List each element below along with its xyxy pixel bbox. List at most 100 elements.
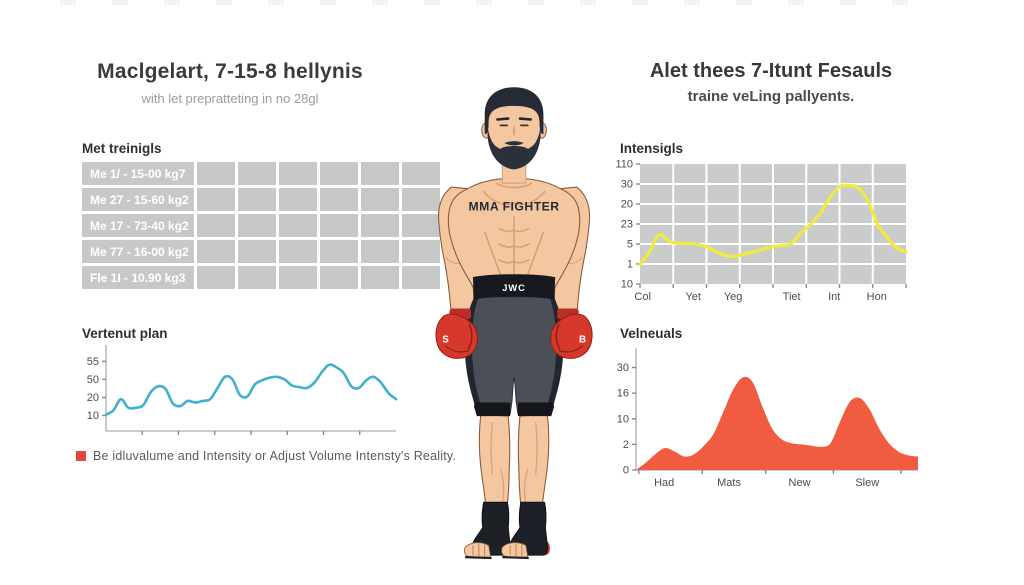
svg-text:New: New <box>789 477 811 489</box>
table-cell <box>402 240 440 263</box>
velneuals-chart-label: Velneuals <box>620 326 683 341</box>
table-cell <box>320 162 358 185</box>
table-row-label: Me 77 - 16-00 kg2 <box>82 240 194 263</box>
table-cell <box>238 214 276 237</box>
svg-text:Yet: Yet <box>685 291 701 303</box>
left-hem <box>473 402 511 417</box>
table-cell <box>320 188 358 211</box>
table-row-label: Me 27 - 15-60 kg2 <box>82 188 194 211</box>
legend-marker-square <box>76 451 86 461</box>
svg-text:10: 10 <box>621 279 633 291</box>
table-cell <box>402 266 440 289</box>
table-cell <box>320 240 358 263</box>
table-cell <box>361 188 399 211</box>
table-row-label: Me 1/ - 15-00 kg7 <box>82 162 194 185</box>
velneuals-area-chart: 30 16 10 2 0 Had Mats New Slew <box>608 344 920 494</box>
right-glove: B <box>550 308 593 359</box>
table-cell <box>197 188 235 211</box>
left-glove-letter: S <box>442 335 449 346</box>
table-cell <box>197 162 235 185</box>
svg-text:1: 1 <box>627 259 633 271</box>
training-table-label: Met treinigls <box>82 141 162 156</box>
right-subtitle: traine veLing pallyents. <box>687 88 855 105</box>
table-cell <box>238 162 276 185</box>
table-cell <box>197 214 235 237</box>
svg-text:23: 23 <box>621 219 633 231</box>
table-row: Me 1/ - 15-00 kg7 <box>82 162 440 185</box>
face <box>487 94 541 159</box>
left-glove: S <box>435 308 478 359</box>
table-cell <box>361 240 399 263</box>
svg-text:Col: Col <box>634 291 651 303</box>
table-cell <box>238 266 276 289</box>
table-cell <box>279 266 317 289</box>
svg-text:Mats: Mats <box>717 477 741 489</box>
velneuals-svg: 30 16 10 2 0 Had Mats New Slew <box>617 348 918 489</box>
left-subtitle: with let prepratteting in no 28gl <box>141 91 319 106</box>
svg-text:Hon: Hon <box>867 291 887 303</box>
table-row: Me 17 - 73-40 kg2 <box>82 214 440 237</box>
svg-text:20: 20 <box>87 392 99 404</box>
vertenut-svg: 55 50 20 10 <box>87 345 398 435</box>
table-cell <box>361 266 399 289</box>
svg-text:30: 30 <box>617 362 629 374</box>
table-row: Me 27 - 15-60 kg2 <box>82 188 440 211</box>
svg-text:Int: Int <box>828 291 840 303</box>
mustache <box>504 141 524 146</box>
belt-text: JWC <box>502 283 526 293</box>
svg-text:Had: Had <box>654 477 674 489</box>
table-row: Fle 1I - 10.90 kg3 <box>82 266 440 289</box>
table-cell <box>320 214 358 237</box>
vertenut-line-chart: 55 50 20 10 <box>74 341 398 441</box>
chart-legend: Be idluvalume and Intensity or Adjust Vo… <box>76 449 456 463</box>
svg-text:55: 55 <box>87 356 99 368</box>
table-cell <box>320 266 358 289</box>
beard <box>487 126 541 170</box>
hair <box>484 87 544 135</box>
left-title-block: Maclgelart, 7-15-8 hellynis with let pre… <box>40 60 420 106</box>
table-cell <box>238 188 276 211</box>
right-glove-letter: B <box>579 335 586 346</box>
right-hem <box>517 402 555 417</box>
intensigls-line-chart: 110 30 20 23 5 1 10 Col Yet Yeg Tiet Int Hon <box>612 158 912 306</box>
table-cell <box>361 162 399 185</box>
table-cell <box>197 240 235 263</box>
svg-text:Yeg: Yeg <box>724 291 743 303</box>
svg-text:10: 10 <box>617 413 629 425</box>
table-row-label: Me 17 - 73-40 kg2 <box>82 214 194 237</box>
waistband: JWC <box>472 274 556 300</box>
svg-text:Slew: Slew <box>855 477 879 489</box>
table-cell <box>279 162 317 185</box>
legend-text: Be idluvalume and Intensity or Adjust Vo… <box>93 449 457 463</box>
svg-text:50: 50 <box>87 374 99 386</box>
toes <box>463 542 492 558</box>
svg-text:16: 16 <box>617 388 629 400</box>
table-cell <box>402 162 440 185</box>
chest-text: MMA FIGHTER <box>468 200 559 214</box>
table-cell <box>279 240 317 263</box>
training-table: Me 1/ - 15-00 kg7 Me 27 - 15-60 kg2 Me 17 … <box>79 159 443 292</box>
svg-text:10: 10 <box>87 410 99 422</box>
table-cell <box>238 240 276 263</box>
vertenut-chart-label: Vertenut plan <box>82 326 168 341</box>
svg-text:5: 5 <box>627 239 633 251</box>
table-cell <box>197 266 235 289</box>
sole <box>465 556 492 560</box>
table-row: Me 77 - 16-00 kg2 <box>82 240 440 263</box>
table-cell <box>361 214 399 237</box>
table-cell <box>402 188 440 211</box>
left-title: Maclgelart, 7-15-8 hellynis <box>97 60 363 83</box>
svg-text:20: 20 <box>621 199 633 211</box>
intensigls-chart-label: Intensigls <box>620 141 684 156</box>
table-cell <box>279 214 317 237</box>
svg-text:Tiet: Tiet <box>783 291 801 303</box>
svg-text:0: 0 <box>623 465 629 477</box>
svg-text:2: 2 <box>623 439 629 451</box>
eyebrows <box>496 117 532 121</box>
svg-text:110: 110 <box>615 159 633 171</box>
head <box>481 87 547 170</box>
table-cell <box>279 188 317 211</box>
table-cell <box>402 214 440 237</box>
table-row-label: Fle 1I - 10.90 kg3 <box>82 266 194 289</box>
